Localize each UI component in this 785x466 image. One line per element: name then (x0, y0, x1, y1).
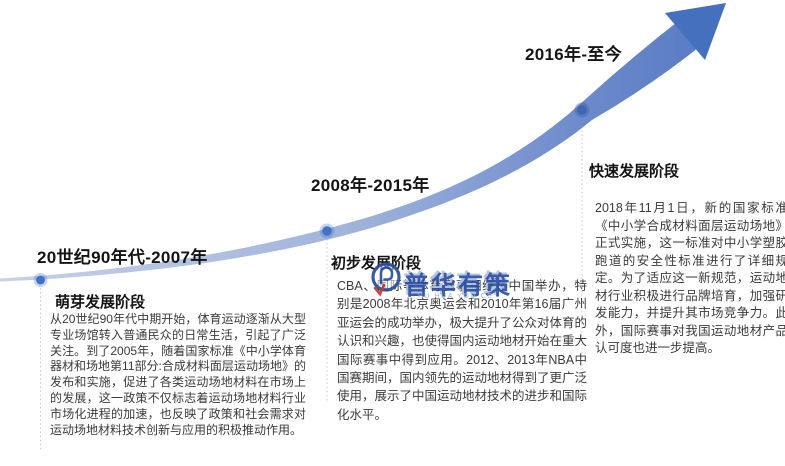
stage2-phase-title: 初步发展阶段 (331, 255, 422, 272)
growth-curve-icon (0, 19, 703, 282)
stage2-period-label: 2008年-2015年 (311, 176, 430, 195)
arrow-head-icon (665, 3, 726, 60)
stage2-description: CBA、国际等体育赛事相继在中国举办，特别是2008年北京奥运会和2010年第1… (337, 279, 588, 422)
stage3-period-label: 2016年-至今 (525, 45, 622, 64)
stage1-period-label: 20世纪90年代-2007年 (37, 248, 208, 267)
milestone-connectors (40, 118, 583, 452)
stage3-phase-title: 快速发展阶段 (589, 163, 680, 180)
milestone-dots (33, 102, 590, 287)
stage1-description: 从20世纪90年代中期开始，体育运动逐渐从大型专业场馆转入普通民众的日常生活，引… (50, 312, 306, 437)
stage1-phase-title: 萌芽发展阶段 (55, 294, 146, 311)
stage3-description: 2018年11月1日，新的国家标准《中小学合成材料面层运动场地》正式实施，这一标… (595, 201, 785, 355)
